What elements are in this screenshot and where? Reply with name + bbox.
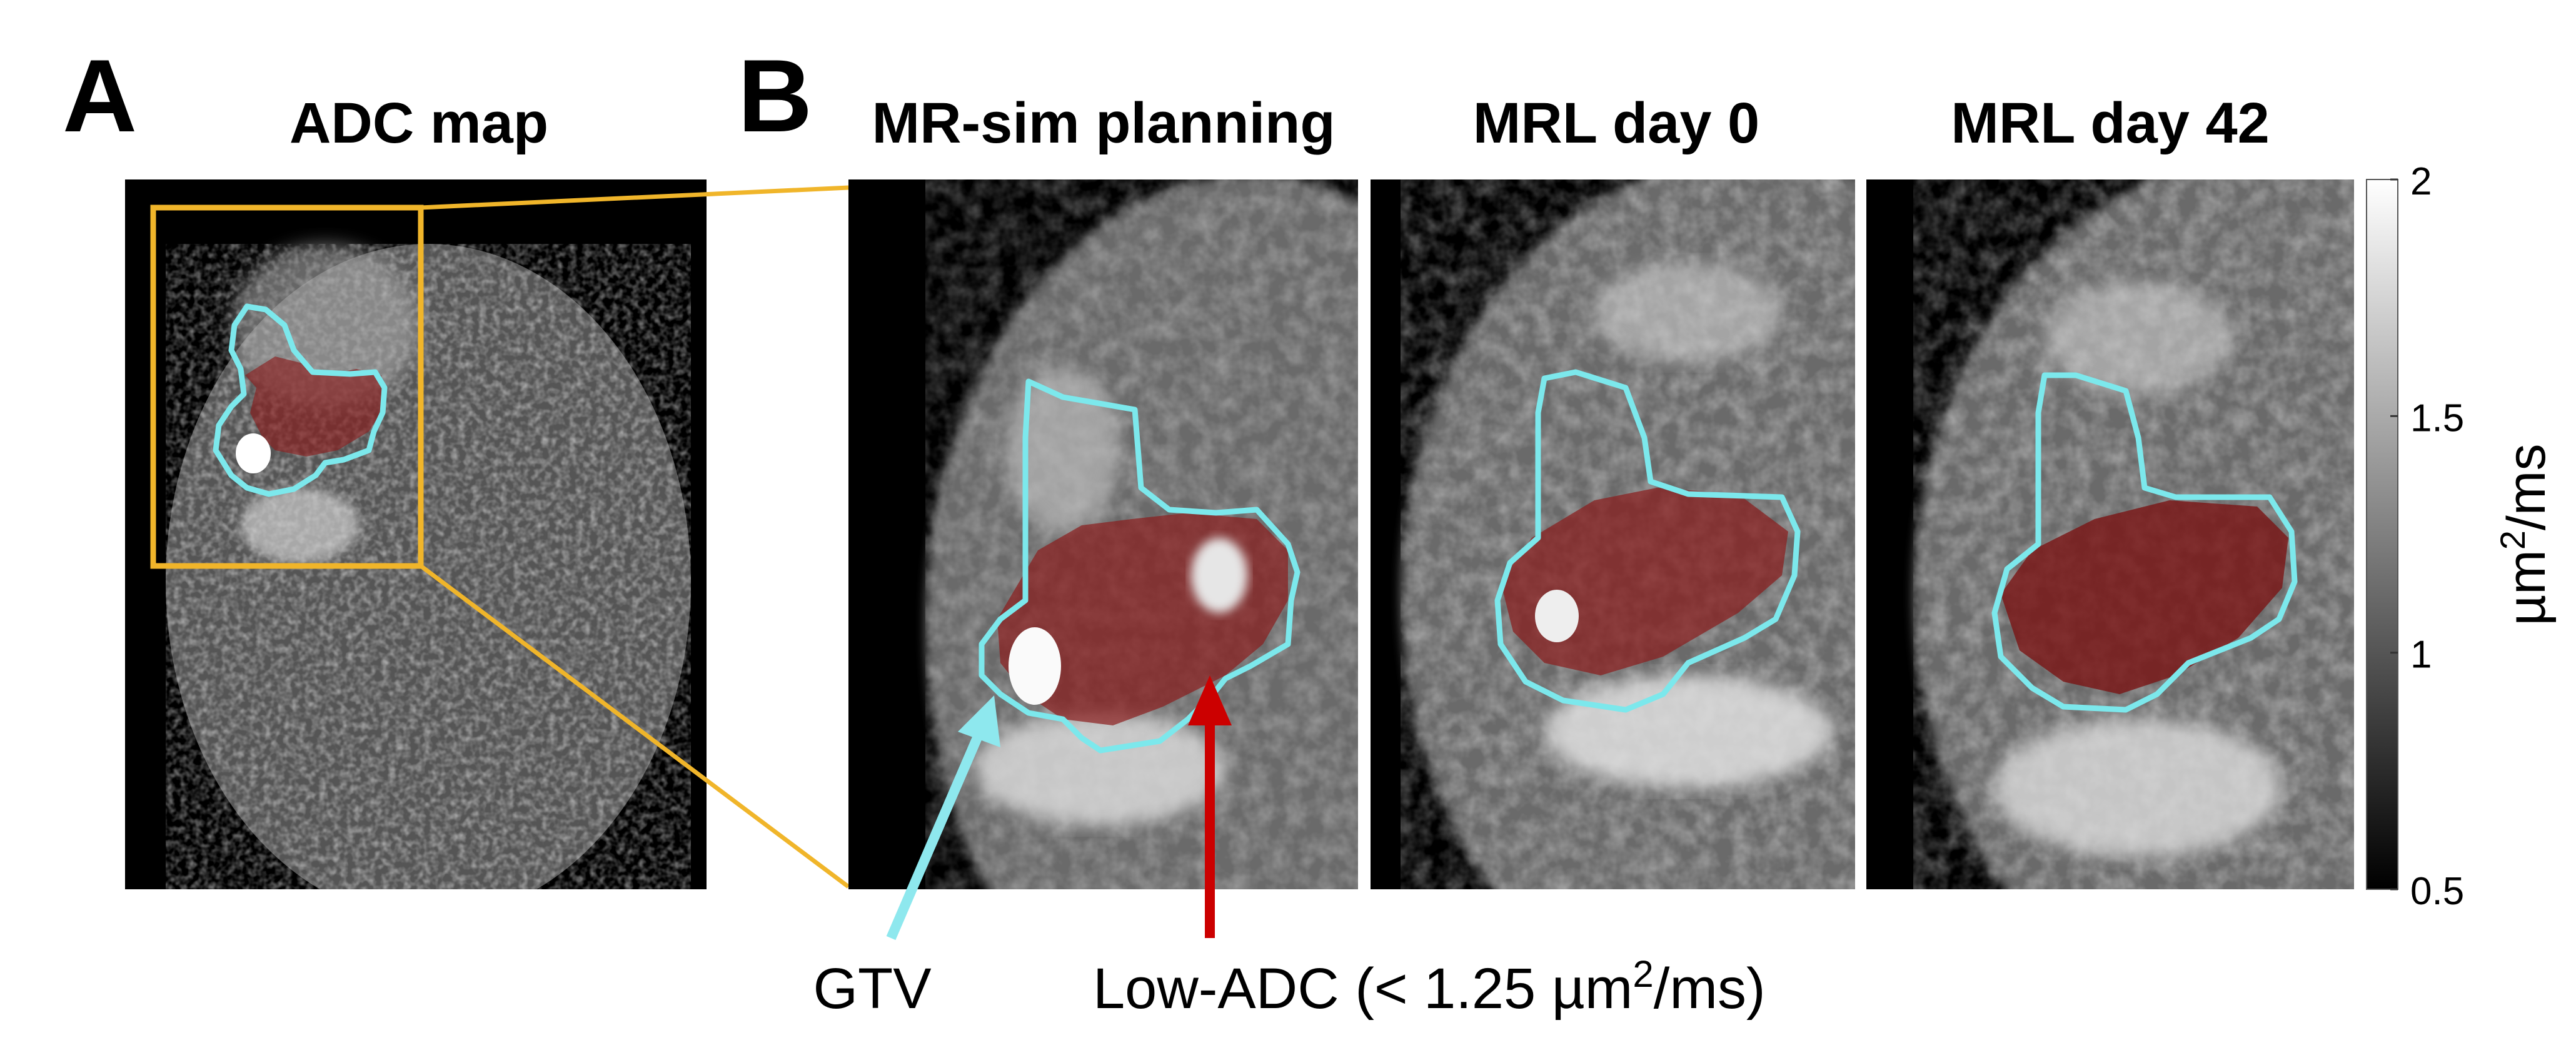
panel-a-letter: A: [63, 38, 137, 153]
colorbar-unit-label: µm2/ms: [2493, 444, 2557, 626]
low-adc-label: Low-ADC (< 1.25 µm2/ms): [1093, 953, 1766, 1021]
adc-map-low-adc-region: [245, 356, 385, 457]
colorbar: 2 1.5 1 0.5 µm2/ms: [2366, 160, 2557, 913]
panel-b-title-mrl-day0: MRL day 0: [1473, 91, 1759, 155]
adc-map-gtv-contour: [213, 303, 388, 497]
panel-b-title-mr-sim: MR-sim planning: [872, 91, 1335, 155]
adc-map-image: [125, 179, 707, 889]
panel-b-letter: B: [738, 38, 812, 153]
colorbar-tick-label: 0.5: [2410, 870, 2464, 913]
mrl-day42-low-adc-region: [2001, 500, 2288, 694]
gtv-arrow: [886, 695, 1000, 941]
mrl-day42-gtv-contour: [1991, 372, 2298, 713]
zoom-line-bottom: [419, 564, 850, 889]
colorbar-tick-label: 1: [2410, 633, 2432, 677]
panel-b-title-mrl-day42: MRL day 42: [1951, 91, 2270, 155]
zoom-box: [150, 204, 424, 569]
mrl-day0-image: [1371, 179, 1855, 889]
colorbar-gradient: [2366, 179, 2398, 890]
mr-sim-image: [848, 179, 1358, 889]
colorbar-tick-label: 1.5: [2410, 396, 2464, 440]
panel-a-title: ADC map: [289, 91, 548, 155]
low-adc-arrow: [1188, 675, 1232, 938]
zoom-line-top: [420, 185, 849, 210]
gtv-label: GTV: [813, 957, 931, 1021]
mrl-day0-gtv-contour: [1494, 369, 1801, 713]
mrl-day42-image: [1866, 179, 2354, 889]
colorbar-tick-label: 2: [2410, 160, 2432, 203]
